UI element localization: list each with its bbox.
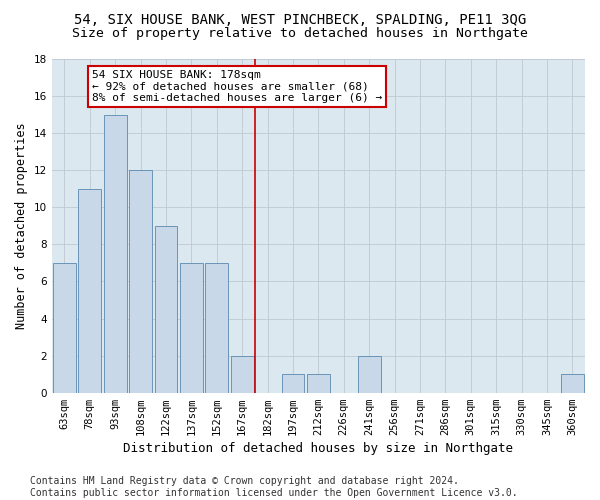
Text: Contains HM Land Registry data © Crown copyright and database right 2024.
Contai: Contains HM Land Registry data © Crown c…	[30, 476, 518, 498]
Bar	[104, 114, 127, 392]
Bar	[79, 189, 101, 392]
Bar	[180, 263, 203, 392]
Text: 54, SIX HOUSE BANK, WEST PINCHBECK, SPALDING, PE11 3QG: 54, SIX HOUSE BANK, WEST PINCHBECK, SPAL…	[74, 12, 526, 26]
Bar	[358, 356, 380, 393]
Bar	[281, 374, 304, 392]
Text: Size of property relative to detached houses in Northgate: Size of property relative to detached ho…	[72, 28, 528, 40]
X-axis label: Distribution of detached houses by size in Northgate: Distribution of detached houses by size …	[124, 442, 514, 455]
Bar	[231, 356, 254, 393]
Bar	[205, 263, 228, 392]
Bar	[561, 374, 584, 392]
Bar	[307, 374, 330, 392]
Bar	[155, 226, 178, 392]
Bar	[53, 263, 76, 392]
Bar	[129, 170, 152, 392]
Y-axis label: Number of detached properties: Number of detached properties	[15, 122, 28, 329]
Text: 54 SIX HOUSE BANK: 178sqm
← 92% of detached houses are smaller (68)
8% of semi-d: 54 SIX HOUSE BANK: 178sqm ← 92% of detac…	[92, 70, 383, 103]
